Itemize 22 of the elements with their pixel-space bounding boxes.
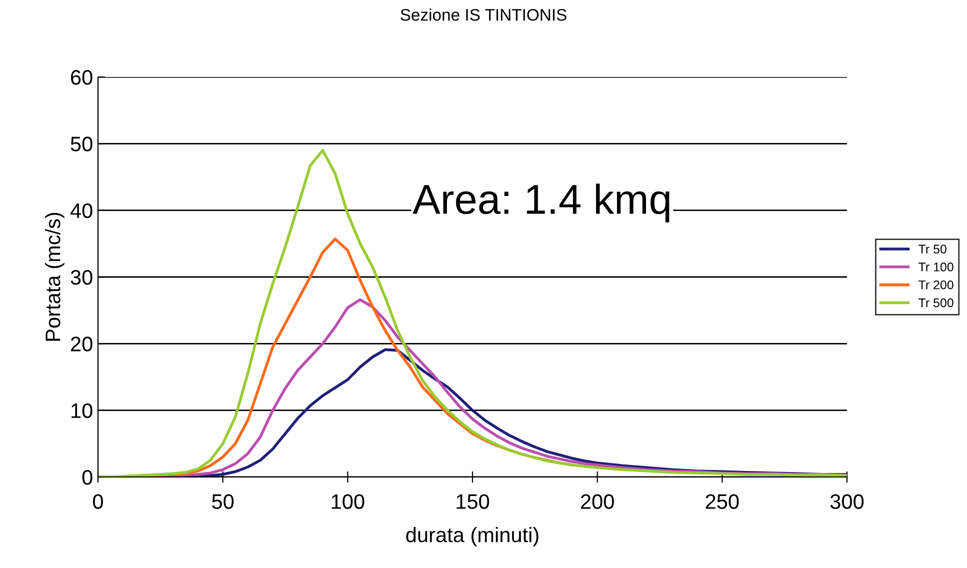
y-tick-label: 0 [82, 470, 92, 485]
x-tick-label: 250 [706, 494, 739, 509]
x-axis-title: durata (minuti) [406, 526, 538, 546]
legend-label: Tr 500 [918, 298, 954, 308]
x-tick-label: 100 [332, 494, 364, 509]
legend-label: Tr 100 [918, 262, 954, 272]
y-tick-label: 40 [70, 203, 92, 218]
chart-title: Sezione IS TINTIONIS [400, 8, 566, 21]
annotation: Area: 1.4 kmq [412, 184, 670, 222]
x-tick-label: 0 [93, 494, 103, 509]
x-tick-label: 50 [212, 494, 234, 509]
legend-label: Tr 200 [918, 280, 954, 290]
y-tick-label: 20 [71, 336, 92, 352]
legend-label: Tr 50 [918, 244, 946, 254]
y-axis-title: Portata (mc/s) [44, 212, 64, 341]
y-tick-label: 60 [71, 70, 92, 85]
x-tick-label: 300 [830, 494, 864, 509]
x-tick-label: 150 [456, 494, 490, 509]
y-tick-label: 10 [72, 403, 92, 418]
y-tick-label: 30 [70, 270, 92, 285]
x-tick-label: 200 [581, 494, 614, 509]
y-tick-label: 50 [70, 136, 92, 152]
